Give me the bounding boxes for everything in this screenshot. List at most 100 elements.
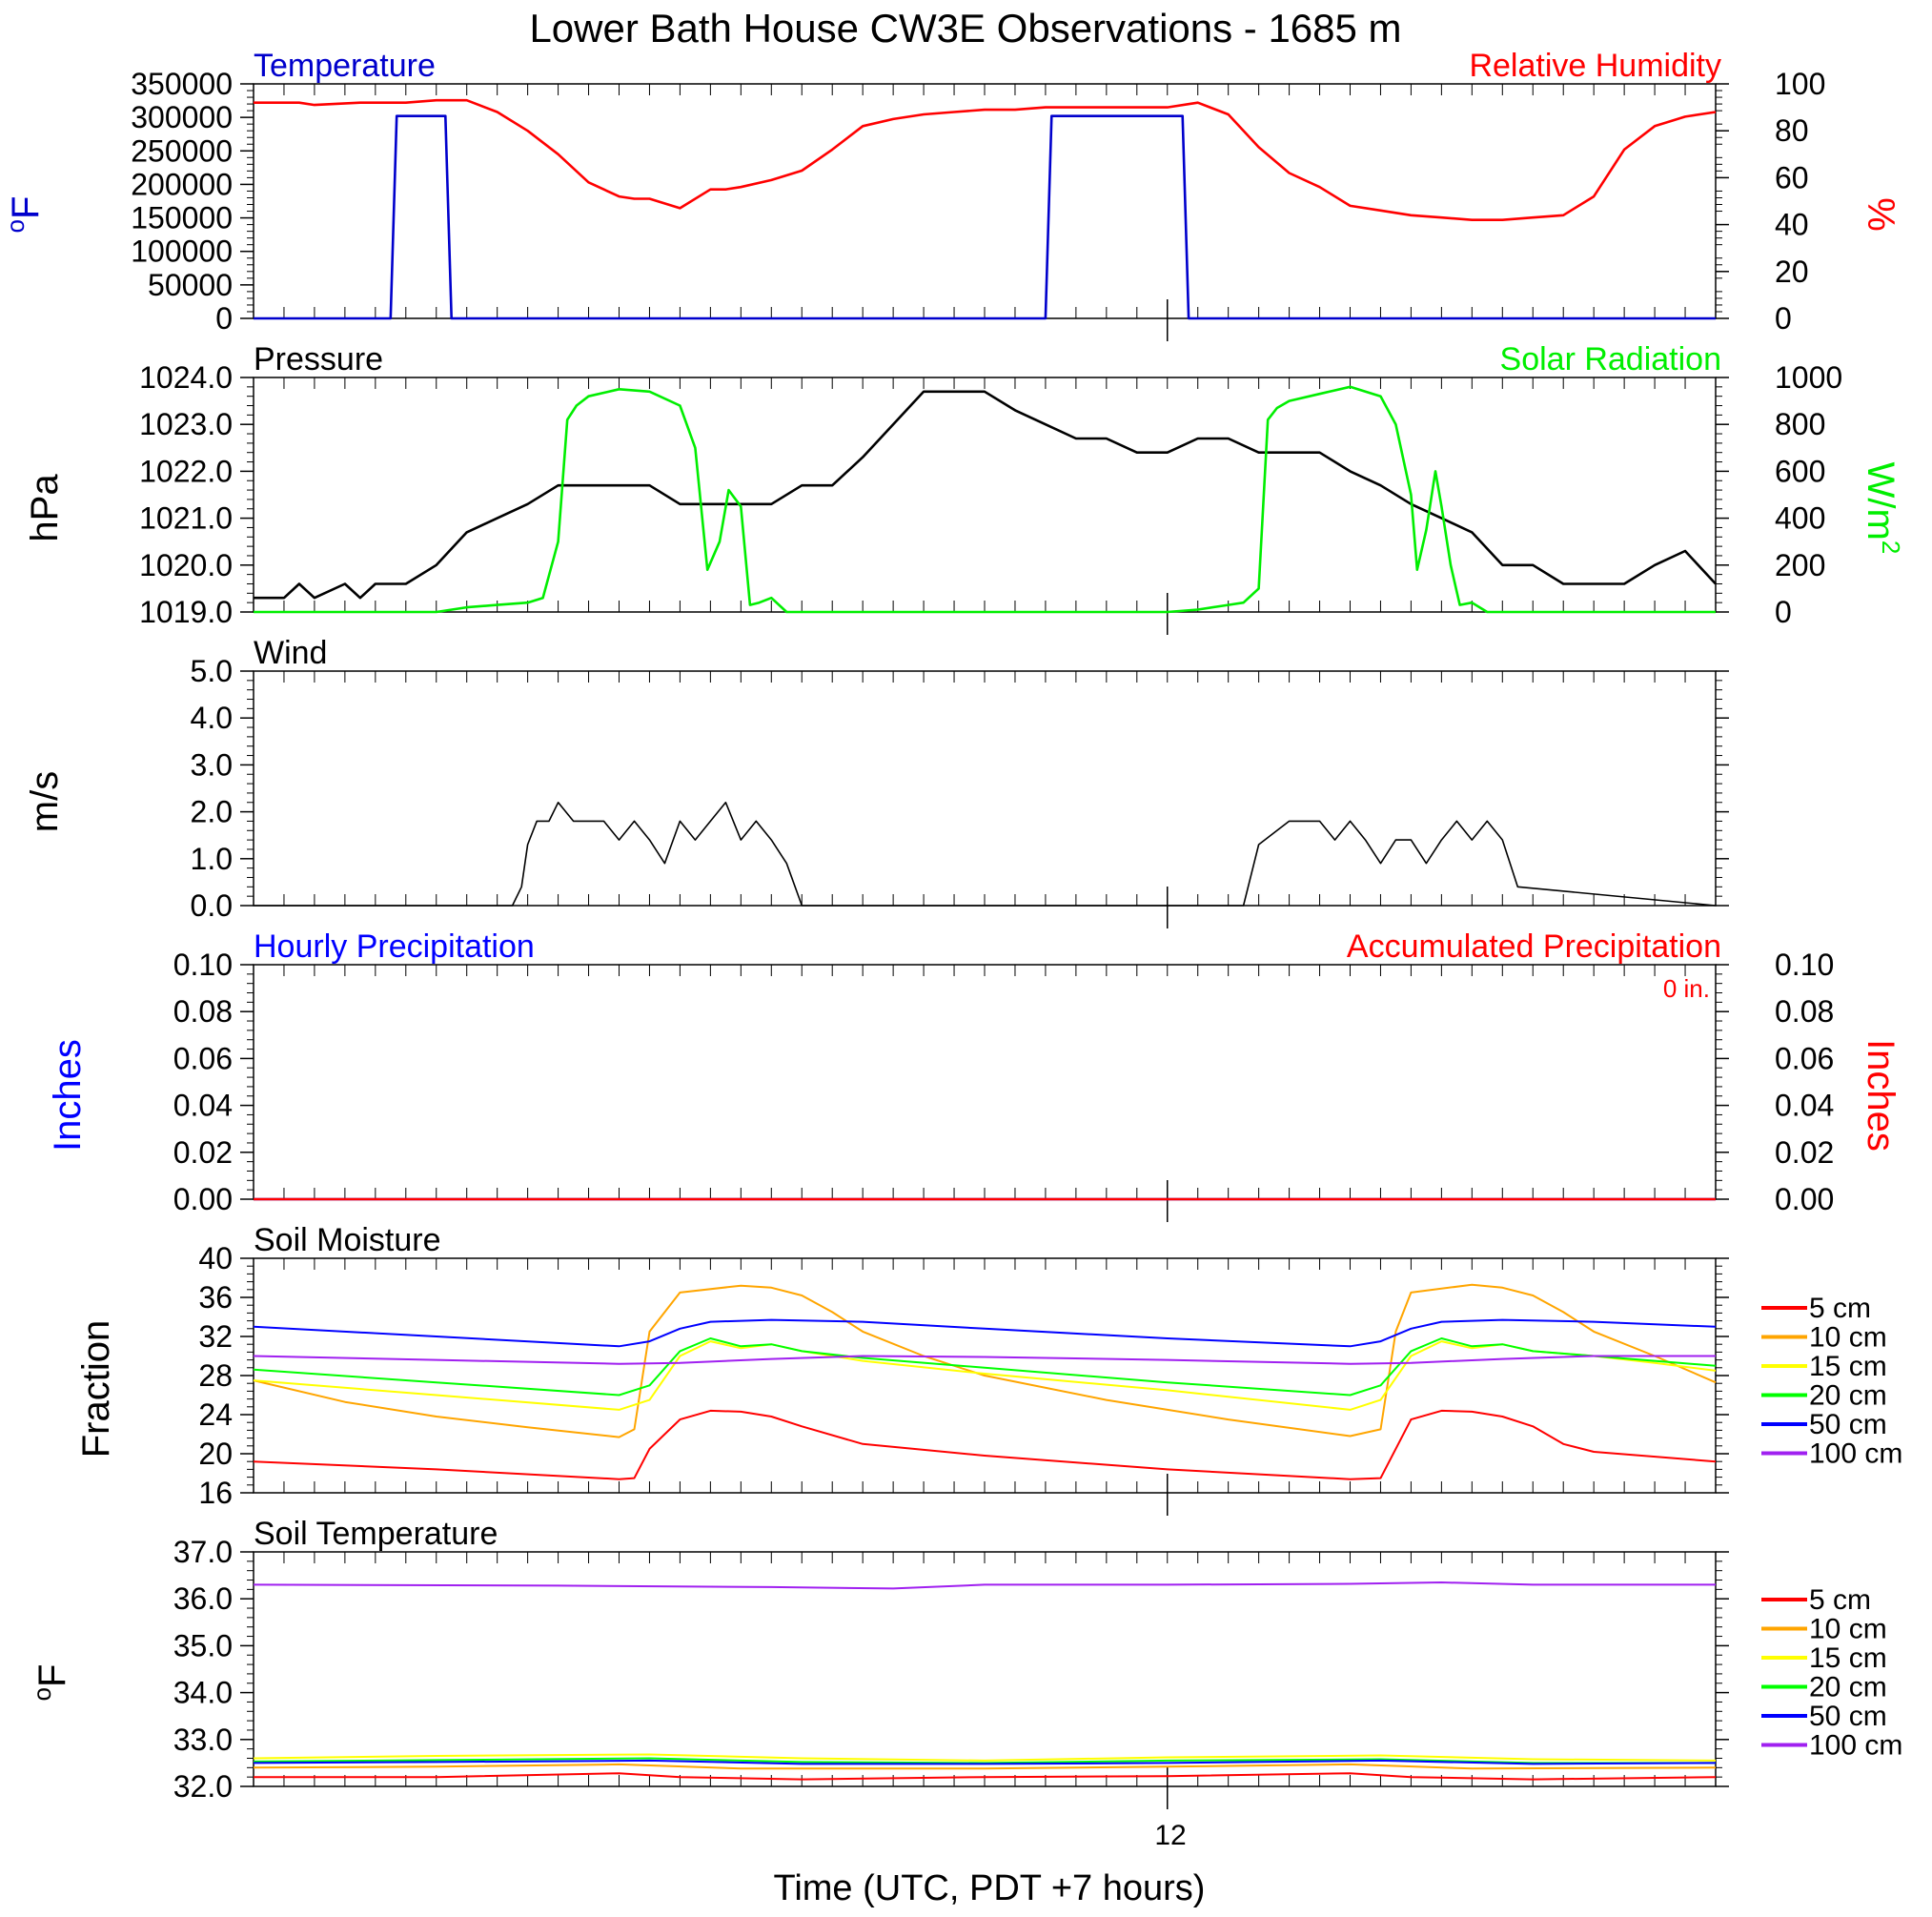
y-tick-label-right: 60 — [1775, 160, 1809, 194]
y-tick-label: 0.10 — [173, 948, 233, 982]
y-tick-label-right: 80 — [1775, 113, 1809, 148]
y-tick-label: 2.0 — [191, 795, 233, 829]
y-tick-label: 0 — [215, 301, 233, 336]
legend-label: 10 cm — [1809, 1322, 1887, 1354]
y-tick-label: 150000 — [131, 201, 233, 235]
series-line — [254, 1772, 1717, 1781]
series-line — [253, 1409, 1717, 1480]
y-axis-label: m/s — [24, 771, 66, 832]
legend-label: 5 cm — [1809, 1584, 1871, 1616]
panel-temperature: 0500001000001500002000002500003000003500… — [1, 48, 1901, 341]
y-tick-label: 4.0 — [191, 701, 233, 735]
y-tick-label: 0.06 — [173, 1041, 233, 1075]
legend-label: 20 cm — [1809, 1380, 1887, 1412]
x-tick-label: 12 — [1154, 1820, 1186, 1851]
panel-title-right: Relative Humidity — [1469, 48, 1721, 84]
y-tick-label: 1021.0 — [139, 501, 233, 536]
plot-frame — [253, 670, 1717, 907]
series-line — [253, 1763, 1717, 1770]
y-tick-label: 0.04 — [173, 1089, 233, 1123]
y-tick-label: 0.00 — [173, 1182, 233, 1216]
y-tick-label-right: 0.02 — [1775, 1135, 1834, 1170]
y-axis-label: Fraction — [75, 1320, 117, 1458]
y-tick-label: 200000 — [131, 167, 233, 201]
y-tick-label: 35.0 — [173, 1628, 233, 1662]
y-tick-label: 40 — [198, 1241, 233, 1275]
y-tick-label: 5.0 — [191, 654, 233, 688]
legend-label: 100 cm — [1809, 1730, 1902, 1762]
panel-wind: 0.0 1.0 2.0 3.0 4.0 5.0 Wind m/s — [24, 635, 1729, 928]
y-tick-label: 32.0 — [173, 1769, 233, 1804]
panel-title: Pressure — [254, 341, 383, 377]
panel-title-right: Accumulated Precipitation — [1347, 928, 1721, 965]
legend-label: 15 cm — [1809, 1642, 1887, 1674]
y-tick-label: 1020.0 — [139, 548, 233, 582]
panel-soil-temperature: 32.0 33.0 34.0 35.0 36.0 37.0 Soil Temperature… — [28, 1516, 1902, 1809]
series-line — [254, 114, 1716, 320]
panel-title: Soil Temperature — [254, 1516, 498, 1552]
chart-panels: 0500001000001500002000002500003000003500… — [1, 48, 1905, 1809]
y-tick-label: 1023.0 — [139, 407, 233, 441]
plot-frame — [253, 1551, 1717, 1787]
legend-label: 10 cm — [1809, 1614, 1887, 1645]
y-tick-label-right: 40 — [1775, 208, 1809, 242]
y-tick-label-right: 0.06 — [1775, 1041, 1834, 1075]
y-tick-label-right: 0.00 — [1775, 1182, 1834, 1216]
y-tick-label-right: 0.10 — [1775, 948, 1834, 982]
panel-pressure: 1019.0 1020.0 1021.0 1022.0 1023.0 1024.0 0 200… — [24, 341, 1905, 635]
legend-label: 20 cm — [1809, 1672, 1887, 1703]
series-line — [253, 1337, 1717, 1397]
y-axis-label: oF — [28, 1664, 73, 1702]
series-line — [253, 1355, 1716, 1365]
panel-title: Hourly Precipitation — [254, 928, 535, 965]
series-line — [254, 385, 1716, 614]
series-line — [253, 1753, 1717, 1762]
series-line — [253, 1318, 1717, 1348]
y-axis-label-right: Inches — [1860, 1039, 1901, 1152]
panel-title-right: Solar Radiation — [1500, 341, 1721, 377]
y-axis-label: Inches — [47, 1039, 89, 1152]
y-tick-label: 0.0 — [191, 888, 233, 923]
y-tick-label: 1019.0 — [139, 595, 233, 629]
y-tick-label: 3.0 — [191, 747, 233, 782]
y-tick-label: 33.0 — [173, 1723, 233, 1757]
series-line — [254, 390, 1717, 600]
plot-frame — [253, 83, 1717, 319]
legend-label: 5 cm — [1809, 1293, 1871, 1324]
y-axis-label-right: % — [1860, 197, 1901, 232]
y-tick-label: 100000 — [131, 235, 233, 269]
panel-hourly-precipitation: 0.00 0.02 0.04 0.06 0.08 0.10 0.00 0.02 0.04 0.06… — [47, 928, 1901, 1222]
y-tick-label: 1024.0 — [139, 360, 233, 395]
series-line — [253, 1759, 1717, 1765]
y-tick-label: 32 — [198, 1319, 233, 1354]
y-axis-label: hPa — [24, 474, 66, 542]
y-axis-label: oF — [1, 196, 47, 234]
panel-title: Wind — [254, 635, 327, 671]
y-tick-label: 50000 — [148, 268, 233, 302]
y-tick-label: 350000 — [131, 67, 233, 101]
y-tick-label-right: 800 — [1775, 407, 1825, 441]
plot-frame — [253, 964, 1717, 1200]
panel-title: Soil Moisture — [254, 1222, 441, 1258]
series-line — [254, 801, 1717, 907]
y-tick-label-right: 100 — [1775, 67, 1825, 101]
y-tick-label-right: 0.08 — [1775, 994, 1834, 1029]
plot-frame — [253, 377, 1717, 613]
y-tick-label: 0.08 — [173, 994, 233, 1029]
y-tick-label: 300000 — [131, 100, 233, 134]
y-tick-label: 1022.0 — [139, 454, 233, 488]
y-axis-label-right: W/m2 — [1860, 462, 1905, 555]
y-tick-label-right: 200 — [1775, 548, 1825, 582]
y-tick-label: 37.0 — [173, 1535, 233, 1569]
y-tick-label: 1.0 — [191, 842, 233, 876]
y-tick-label-right: 400 — [1775, 501, 1825, 536]
y-tick-label: 28 — [198, 1358, 233, 1393]
y-tick-label-right: 0 — [1775, 595, 1792, 629]
series-line — [254, 98, 1717, 221]
annotation: 0 in. — [1663, 974, 1710, 1003]
x-axis-label: Time (UTC, PDT +7 hours) — [774, 1868, 1206, 1908]
y-tick-label-right: 0 — [1775, 301, 1792, 336]
legend-label: 100 cm — [1809, 1438, 1902, 1470]
y-tick-label-right: 600 — [1775, 454, 1825, 488]
legend-label: 50 cm — [1809, 1409, 1887, 1440]
